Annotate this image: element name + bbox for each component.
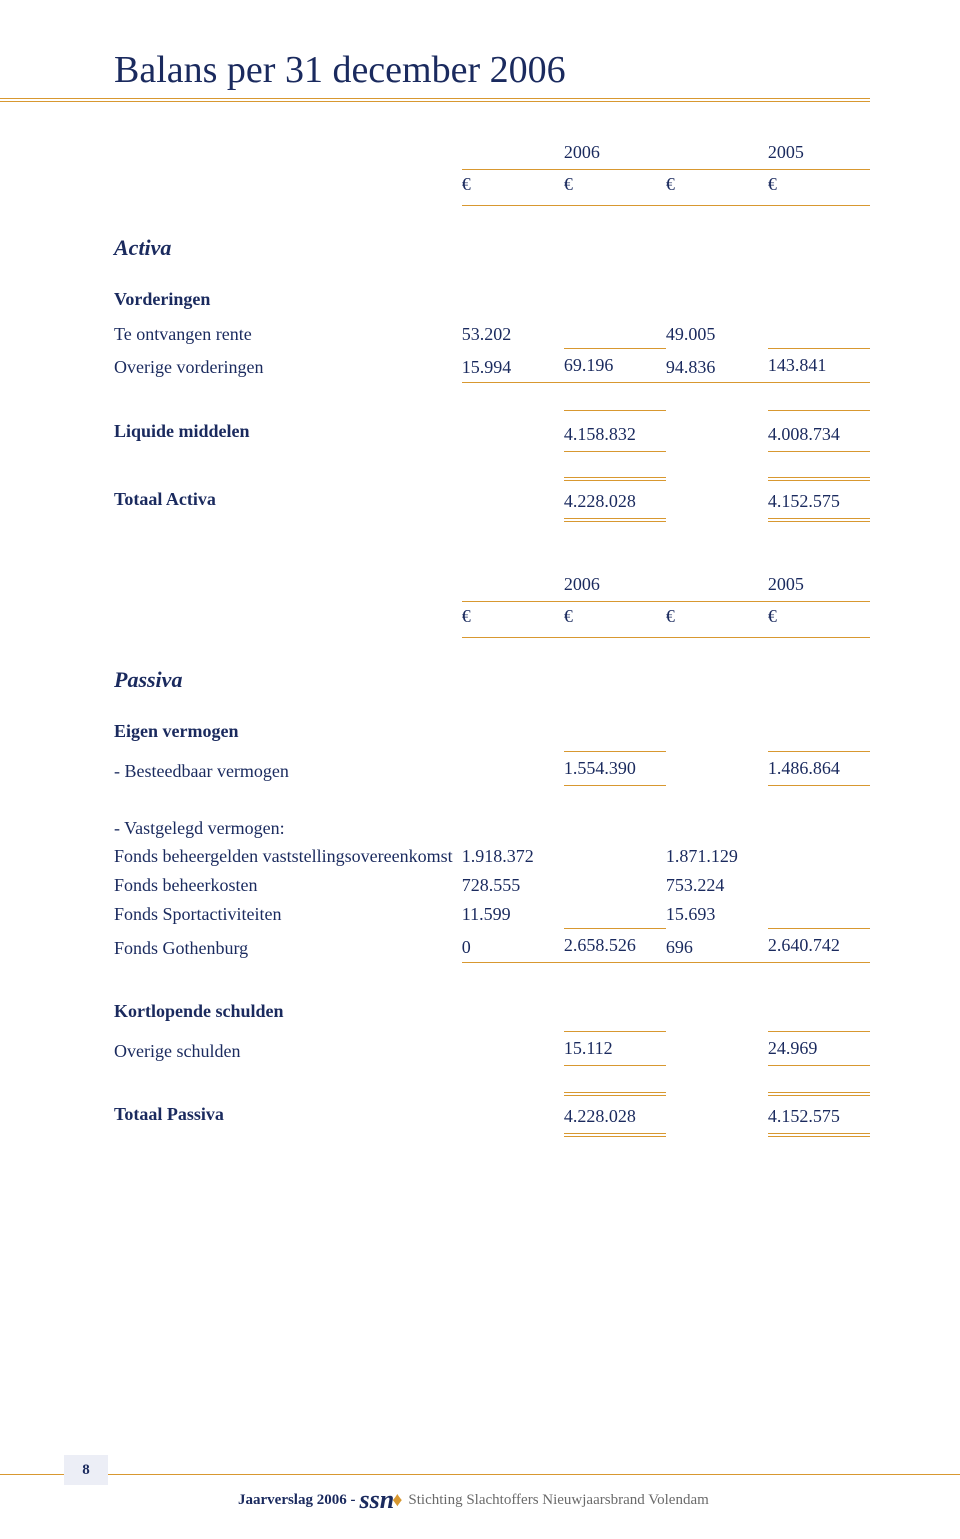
liquide-label: Liquide middelen [114,411,462,452]
euro-row: € € € € [114,170,870,205]
year-2: 2005 [768,570,870,601]
cell: 94.836 [666,348,768,382]
table-row: Fonds beheergelden vaststellingsovereenk… [114,842,870,871]
table-row: Totaal Activa 4.228.028 4.152.575 [114,479,870,520]
cell: 1.486.864 [768,752,870,786]
footer-right-text: Stichting Slachtoffers Nieuwjaarsbrand V… [408,1492,708,1509]
cell: 1.871.129 [666,842,768,871]
cell: 1.554.390 [564,752,666,786]
cell: 4.152.575 [768,479,870,520]
row-label: Te ontvangen rente [114,320,462,349]
euro-symbol: € [564,170,666,205]
footer: Jaarverslag 2006 - ssn ♦ Stichting Slach… [0,1485,960,1515]
flame-icon: ♦ [392,1489,402,1512]
cell: 15.994 [462,348,564,382]
table-row: Fonds Sportactiviteiten 11.599 15.693 [114,900,870,929]
euro-symbol: € [462,170,564,205]
cell: 4.152.575 [768,1094,870,1135]
row-label: Fonds Gothenburg [114,929,462,963]
row-label: - Besteedbaar vermogen [114,752,462,786]
eigen-vermogen-head: Eigen vermogen [114,711,462,752]
euro-symbol: € [666,170,768,205]
kortlopend-head: Kortlopende schulden [114,991,462,1032]
row-label: Overige schulden [114,1032,462,1066]
row-label: Fonds beheergelden vaststellingsovereenk… [114,842,462,871]
year-1: 2006 [564,138,666,169]
table-row: - Besteedbaar vermogen 1.554.390 1.486.8… [114,752,870,786]
table-row: Te ontvangen rente 53.202 49.005 [114,320,870,349]
cell: 15.693 [666,900,768,929]
euro-symbol: € [768,170,870,205]
cell: 69.196 [564,348,666,382]
cell [768,320,870,349]
cell: 1.918.372 [462,842,564,871]
cell: 49.005 [666,320,768,349]
table-row: Overige schulden 15.112 24.969 [114,1032,870,1066]
row-label: Fonds Sportactiviteiten [114,900,462,929]
vastgelegd-head: - Vastgelegd vermogen: [114,814,462,843]
passiva-section-label: Passiva [114,638,462,711]
euro-symbol: € [564,602,666,637]
cell: 4.228.028 [564,1094,666,1135]
cell: 696 [666,929,768,963]
passiva-table: 2006 2005 € € € € Passiva Eigen vermogen… [114,570,870,1136]
year-row: 2006 2005 [114,138,870,169]
totaal-activa-label: Totaal Activa [114,479,462,520]
table-row: Totaal Passiva 4.228.028 4.152.575 [114,1094,870,1135]
year-row: 2006 2005 [114,570,870,601]
euro-row: € € € € [114,602,870,637]
cell: 728.555 [462,871,564,900]
row-label: Fonds beheerkosten [114,871,462,900]
footer-rule [0,1474,960,1475]
cell: 4.228.028 [564,479,666,520]
cell: 2.658.526 [564,929,666,963]
table-row: Fonds Gothenburg 0 2.658.526 696 2.640.7… [114,929,870,963]
year-2: 2005 [768,138,870,169]
cell [564,320,666,349]
cell: 753.224 [666,871,768,900]
totaal-passiva-label: Totaal Passiva [114,1094,462,1135]
activa-section-label: Activa [114,206,462,279]
cell: 53.202 [462,320,564,349]
title-rule [0,98,870,102]
table-row: Fonds beheerkosten 728.555 753.224 [114,871,870,900]
vorderingen-head: Vorderingen [114,279,462,320]
cell: 4.158.832 [564,411,666,452]
cell: 15.112 [564,1032,666,1066]
page-title: Balans per 31 december 2006 [114,48,870,92]
footer-logo: ssn ♦ [359,1485,402,1515]
euro-symbol: € [462,602,564,637]
logo-text: ssn [359,1485,394,1515]
table-row: Overige vorderingen 15.994 69.196 94.836… [114,348,870,382]
cell: 24.969 [768,1032,870,1066]
page-number: 8 [64,1455,108,1485]
cell: 2.640.742 [768,929,870,963]
cell: 4.008.734 [768,411,870,452]
cell: 0 [462,929,564,963]
euro-symbol: € [768,602,870,637]
cell: 143.841 [768,348,870,382]
activa-table: 2006 2005 € € € € Activa Vorderingen Te … [114,138,870,570]
cell: 11.599 [462,900,564,929]
row-label: Overige vorderingen [114,348,462,382]
year-1: 2006 [564,570,666,601]
table-row: Liquide middelen 4.158.832 4.008.734 [114,411,870,452]
footer-left-text: Jaarverslag 2006 - [238,1492,355,1509]
euro-symbol: € [666,602,768,637]
